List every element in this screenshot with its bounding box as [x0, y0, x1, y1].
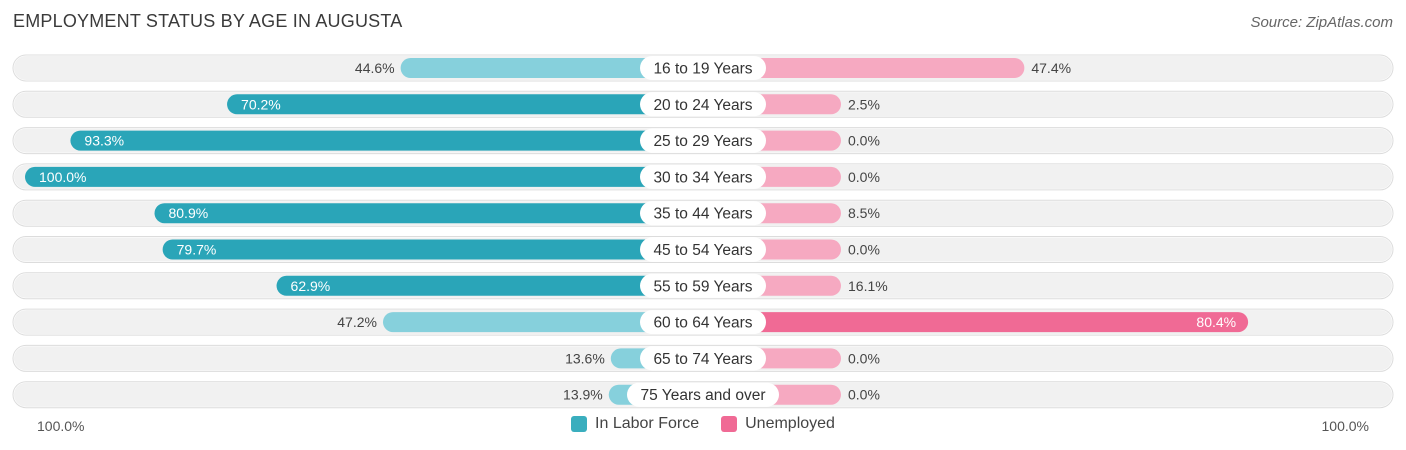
source-credit: Source: ZipAtlas.com [1250, 14, 1393, 31]
labor-force-value-label: 80.9% [168, 205, 208, 221]
labor-force-value-label: 79.7% [177, 242, 217, 258]
unemployed-value-label: 0.0% [848, 387, 880, 403]
labor-force-value-label: 70.2% [241, 96, 281, 112]
category-label-pill [640, 273, 766, 298]
axis-left-label: 100.0% [37, 418, 85, 434]
chart-title: EMPLOYMENT STATUS BY AGE IN AUGUSTA [13, 11, 403, 31]
category-label-pill [640, 92, 766, 117]
labor-force-value-label: 100.0% [39, 169, 86, 185]
legend-label-labor-force: In Labor Force [595, 415, 700, 432]
category-label-pill [640, 128, 766, 153]
unemployed-value-label: 16.1% [848, 278, 888, 294]
category-label-pill [640, 201, 766, 226]
category-label: 60 to 64 Years [653, 315, 752, 332]
labor-force-value-label: 62.9% [291, 278, 331, 294]
category-label-pill [640, 310, 766, 335]
category-label: 65 to 74 Years [653, 351, 752, 368]
category-label: 75 Years and over [641, 387, 766, 404]
labor-force-value-label: 13.9% [563, 387, 603, 403]
bar-labor-force [276, 275, 703, 296]
bar-unemployed [703, 58, 1025, 78]
bar-unemployed [703, 312, 1249, 333]
unemployed-value-label: 47.4% [1031, 60, 1071, 76]
unemployed-value-label: 8.5% [848, 205, 880, 221]
chart-canvas: 16 to 19 Years 44.6% 47.4% 20 to 24 Years 70… [12, 54, 1394, 409]
category-label: 55 to 59 Years [653, 278, 752, 295]
unemployed-value-label: 0.0% [848, 169, 880, 185]
labor-force-value-label: 44.6% [355, 60, 395, 76]
bar-labor-force [162, 239, 703, 260]
legend-swatch-unemployed [721, 416, 738, 432]
unemployed-value-label: 0.0% [848, 133, 880, 149]
bar-labor-force [400, 58, 703, 78]
bar-labor-force [154, 203, 704, 224]
category-label-pill [640, 164, 766, 189]
category-label-pill [627, 382, 779, 407]
category-label: 16 to 19 Years [653, 61, 752, 78]
legend: In Labor Force Unemployed [0, 415, 1406, 433]
category-label: 35 to 44 Years [653, 206, 752, 223]
category-label: 45 to 54 Years [653, 242, 752, 259]
labor-force-value-label: 13.6% [565, 350, 605, 366]
bar-labor-force [382, 312, 703, 333]
category-label: 20 to 24 Years [653, 97, 752, 114]
bar-labor-force [70, 130, 703, 151]
category-label: 25 to 29 Years [653, 133, 752, 150]
legend-item-labor-force[interactable]: In Labor Force [571, 415, 699, 433]
bar-labor-force [25, 166, 703, 187]
unemployed-value-label: 0.0% [848, 350, 880, 366]
category-label: 30 to 34 Years [653, 169, 752, 186]
legend-item-unemployed[interactable]: Unemployed [721, 415, 835, 433]
axis-right-label: 100.0% [1321, 418, 1369, 434]
category-label-pill [640, 346, 766, 371]
bar-labor-force [227, 94, 703, 115]
unemployed-value-label: 2.5% [848, 96, 880, 112]
labor-force-value-label: 93.3% [84, 133, 124, 149]
unemployed-value-label: 80.4% [1196, 314, 1236, 330]
category-label-pill [640, 56, 766, 80]
labor-force-value-label: 47.2% [337, 314, 377, 330]
legend-label-unemployed: Unemployed [745, 415, 835, 432]
category-label-pill [640, 237, 766, 262]
legend-swatch-labor-force [571, 416, 588, 432]
unemployed-value-label: 0.0% [848, 242, 880, 258]
